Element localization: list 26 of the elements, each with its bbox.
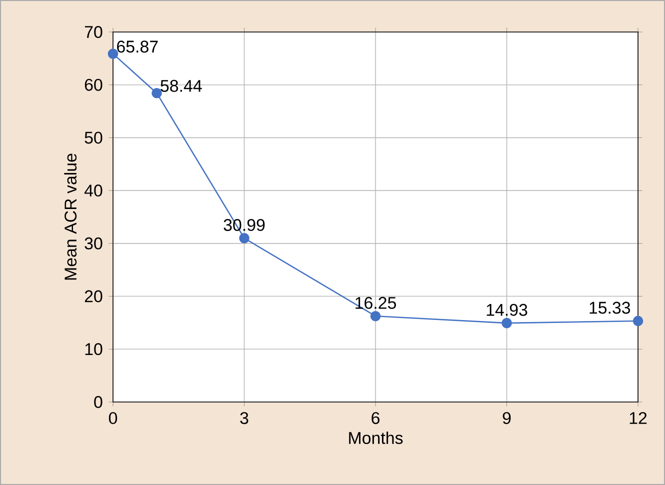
x-tick-label: 3: [240, 412, 248, 424]
y-tick-label: 30: [84, 237, 102, 250]
y-tick-label: 50: [84, 132, 102, 144]
data-label: 58.44: [160, 80, 202, 92]
point: [108, 48, 118, 59]
y-tick-label: 70: [84, 26, 102, 38]
y-tick-label: 0: [94, 396, 102, 408]
data-label: 65.87: [117, 40, 158, 53]
y-tick-label: 20: [84, 290, 102, 302]
data-label: 16.25: [356, 296, 396, 309]
x-tick-label: 12: [630, 412, 647, 424]
x-axis-title: Months: [349, 432, 403, 444]
point: [152, 88, 162, 98]
y-axis-title: Mean ACR value: [64, 154, 77, 280]
y-tick-label: 10: [85, 343, 102, 356]
x-tick-label: 6: [372, 412, 380, 424]
point: [502, 318, 512, 328]
y-tick-label: 40: [84, 184, 102, 197]
y-tick-label: 60: [84, 78, 102, 91]
data-label: 14.93: [486, 304, 528, 316]
point: [239, 233, 250, 244]
x-tick-label: 0: [108, 412, 118, 424]
point: [632, 316, 644, 326]
x-tick-label: 9: [502, 412, 511, 424]
data-label: 15.33: [590, 302, 630, 314]
point: [370, 310, 381, 322]
